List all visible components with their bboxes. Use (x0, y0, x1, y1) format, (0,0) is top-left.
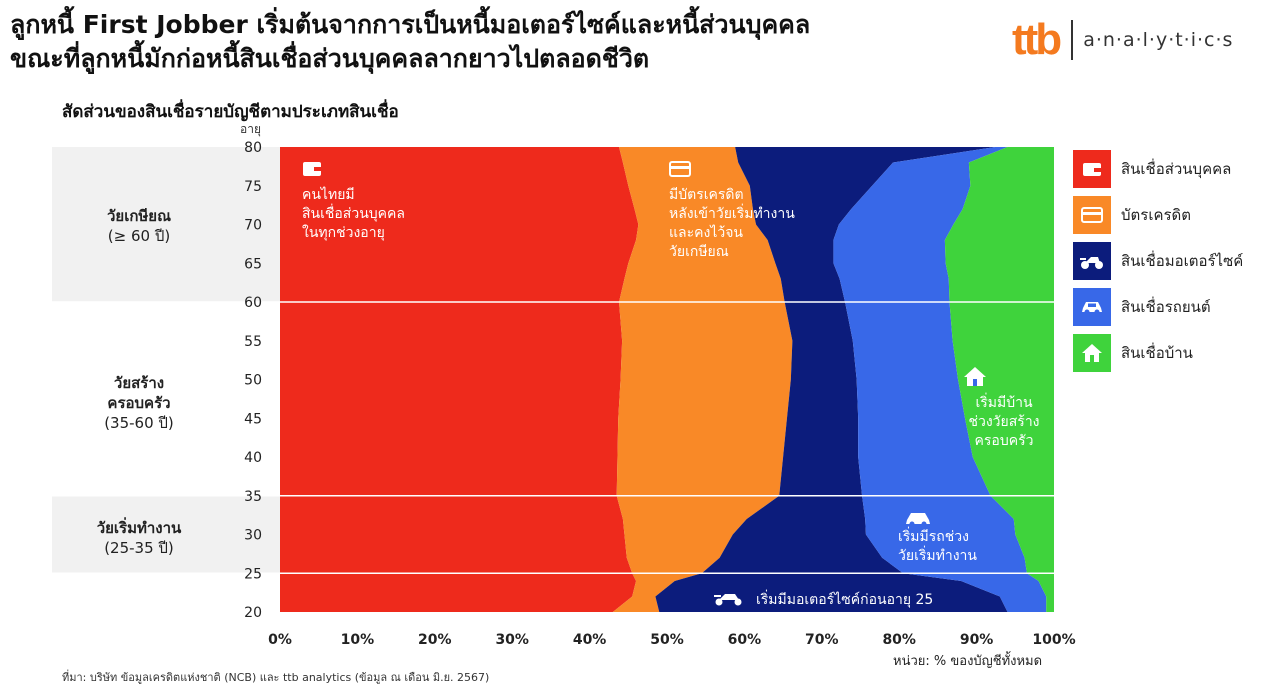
stage-family-name-2: ครอบครัว (107, 394, 171, 412)
annotation-line: ครอบครัว (974, 433, 1034, 449)
wallet-icon (1073, 150, 1111, 188)
y-tick-label: 30 (244, 528, 262, 544)
stage-retirement-range: (≥ 60 ปี) (107, 227, 171, 245)
logo-mark: ttb (1012, 15, 1062, 64)
x-tick-label: 90% (960, 632, 994, 648)
annotation-line: วัยเริ่มทำงาน (898, 548, 977, 564)
legend-label: สินเชื่อส่วนบุคคล (1121, 160, 1232, 178)
house-icon (964, 367, 986, 386)
annotation-line: และคงไว้จน (669, 225, 743, 241)
y-tick-label: 80 (244, 140, 262, 156)
y-tick-label: 35 (244, 489, 262, 505)
annotation-credit-card: มีบัตรเครดิต หลังเข้าวัยเริ่มทำงาน และคง… (669, 186, 795, 262)
ttb-analytics-logo: ttb a·n·a·l·y·t·i·c·s (1012, 18, 1233, 62)
motorcycle-icon (714, 594, 742, 606)
annotation-car-loan: เริ่มมีรถช่วง วัยเริ่มทำงาน (898, 528, 977, 566)
annotation-line: มีบัตรเครดิต (669, 187, 744, 203)
annotation-line: ในทุกช่วงอายุ (302, 225, 385, 241)
annotation-line: คนไทยมี (302, 187, 355, 203)
annotation-personal-loan: คนไทยมี สินเชื่อส่วนบุคคล ในทุกช่วงอายุ (302, 186, 405, 243)
legend-item-motorcycle-loan: สินเชื่อมอเตอร์ไซค์ (1073, 238, 1243, 284)
annotation-line: ช่วงวัยสร้าง (968, 414, 1040, 430)
annotation-line: เริ่มมีรถช่วง (898, 529, 969, 545)
stage-label-retirement: วัยเกษียณ (≥ 60 ปี) (64, 206, 214, 246)
x-tick-label: 70% (805, 632, 839, 648)
stage-band-retirement (52, 147, 280, 302)
legend-item-credit-card: บัตรเครดิต (1073, 192, 1243, 238)
source-note: ที่มา: บริษัท ข้อมูลเครดิตแห่งชาติ (NCB)… (62, 671, 490, 684)
stage-family-name-1: วัยสร้าง (113, 374, 165, 392)
stage-retirement-name: วัยเกษียณ (106, 207, 171, 225)
annotation-line: วัยเกษียณ (669, 244, 729, 260)
stage-label-family: วัยสร้าง ครอบครัว (35-60 ปี) (64, 373, 214, 433)
y-axis-unit: อายุ (240, 122, 261, 136)
logo-text: a·n·a·l·y·t·i·c·s (1083, 29, 1234, 51)
legend-item-home-loan: สินเชื่อบ้าน (1073, 330, 1243, 376)
annotation-icons (303, 161, 986, 606)
legend-label: สินเชื่อรถยนต์ (1121, 298, 1211, 316)
y-tick-label: 20 (244, 605, 262, 621)
legend-item-car-loan: สินเชื่อรถยนต์ (1073, 284, 1243, 330)
stage-family-range: (35-60 ปี) (104, 414, 174, 432)
annotation-motorcycle-loan: เริ่มมีมอเตอร์ไซค์ก่อนอายุ 25 (756, 591, 933, 610)
area-series-2 (655, 147, 1008, 612)
x-tick-label: 20% (418, 632, 452, 648)
y-tick-label: 75 (244, 179, 262, 195)
car-icon (906, 513, 930, 527)
logo-divider (1071, 20, 1074, 60)
y-axis-ticks: 20 25 30 35 40 45 50 55 60 65 70 75 80 (244, 140, 262, 621)
x-tick-label: 40% (573, 632, 607, 648)
x-tick-label: 10% (341, 632, 375, 648)
headline: ลูกหนี้ First Jobber เริ่มต้นจากการเป็นห… (10, 8, 870, 76)
car-icon (1073, 288, 1111, 326)
stage-band-first-job (52, 495, 280, 574)
wallet-icon (303, 162, 321, 176)
credit-card-icon (669, 161, 691, 177)
x-tick-label: 100% (1032, 632, 1075, 648)
legend-item-personal-loan: สินเชื่อส่วนบุคคล (1073, 146, 1243, 192)
legend-label: สินเชื่อมอเตอร์ไซค์ (1121, 252, 1244, 270)
house-icon (1073, 334, 1111, 372)
stage-first-job-name: วัยเริ่มทำงาน (96, 519, 182, 537)
annotation-line: หลังเข้าวัยเริ่มทำงาน (669, 206, 795, 222)
annotation-line: เริ่มมีมอเตอร์ไซค์ก่อนอายุ 25 (756, 592, 934, 608)
y-tick-label: 70 (244, 218, 262, 234)
x-tick-label: 80% (882, 632, 916, 648)
annotation-home-loan: เริ่มมีบ้าน ช่วงวัยสร้าง ครอบครัว (952, 394, 1056, 451)
y-tick-label: 50 (244, 373, 262, 389)
x-tick-label: 50% (650, 632, 684, 648)
annotation-line: สินเชื่อส่วนบุคคล (302, 206, 405, 222)
stage-divider-lines (52, 301, 1054, 574)
annotation-line: เริ่มมีบ้าน (975, 395, 1033, 411)
stage-label-first-job: วัยเริ่มทำงาน (25-35 ปี) (64, 518, 214, 558)
y-tick-label: 55 (244, 334, 262, 350)
stage-first-job-range: (25-35 ปี) (104, 539, 174, 557)
headline-line-2: ขณะที่ลูกหนี้มักก่อหนี้สินเชื่อส่วนบุคคล… (10, 44, 650, 73)
y-tick-label: 40 (244, 450, 262, 466)
motorcycle-icon (1073, 242, 1111, 280)
x-tick-label: 0% (268, 632, 292, 648)
y-tick-label: 60 (244, 295, 262, 311)
credit-card-icon (1073, 196, 1111, 234)
y-tick-label: 65 (244, 256, 262, 272)
y-tick-label: 45 (244, 411, 262, 427)
legend-label: สินเชื่อบ้าน (1121, 344, 1193, 362)
legend: สินเชื่อส่วนบุคคล บัตรเครดิต สินเชื่อมอเ… (1073, 146, 1243, 376)
life-stage-bands (52, 147, 280, 574)
headline-line-1: ลูกหนี้ First Jobber เริ่มต้นจากการเป็นห… (10, 10, 811, 39)
x-tick-label: 60% (728, 632, 762, 648)
y-tick-label: 25 (244, 566, 262, 582)
chart-subtitle: สัดส่วนของสินเชื่อรายบัญชีตามประเภทสินเช… (62, 102, 399, 122)
logo-mark-text: ttb (1012, 15, 1062, 64)
x-axis-unit: หน่วย: % ของบัญชีทั้งหมด (893, 654, 1043, 669)
legend-label: บัตรเครดิต (1121, 206, 1192, 224)
x-axis-ticks: 0% 10% 20% 30% 40% 50% 60% 70% 80% 90% 100% (268, 632, 1076, 648)
x-tick-label: 30% (495, 632, 529, 648)
